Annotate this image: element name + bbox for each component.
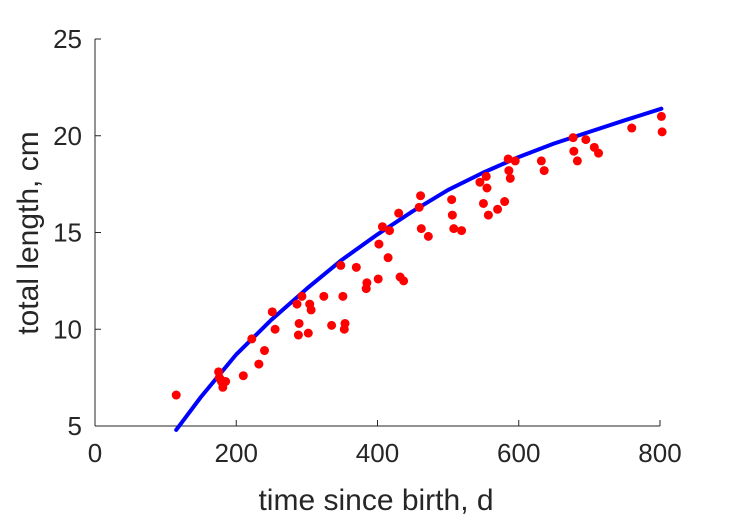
data-point <box>377 222 387 232</box>
data-point <box>504 166 514 176</box>
data-point <box>270 324 280 334</box>
data-point <box>510 156 520 166</box>
data-point <box>221 376 231 386</box>
x-tick-label: 400 <box>356 438 399 468</box>
y-tick-label: 15 <box>53 218 82 248</box>
data-point <box>267 307 277 317</box>
data-point <box>457 226 467 236</box>
data-point <box>657 127 667 137</box>
data-point <box>254 359 264 369</box>
data-point <box>447 195 457 205</box>
data-point <box>483 210 493 220</box>
y-tick-label: 20 <box>53 121 82 151</box>
data-point <box>292 299 302 309</box>
data-point <box>338 291 348 301</box>
x-tick-label: 600 <box>497 438 540 468</box>
data-point <box>481 171 491 181</box>
data-point <box>294 318 304 328</box>
data-point <box>303 328 313 338</box>
data-point <box>293 330 303 340</box>
data-point <box>327 320 337 330</box>
data-point <box>374 239 384 249</box>
data-point <box>238 371 248 381</box>
data-point <box>572 156 582 166</box>
fit-curve <box>174 106 664 432</box>
data-point <box>416 224 426 234</box>
data-point <box>171 390 181 400</box>
data-point <box>416 191 426 201</box>
y-tick-label: 5 <box>68 411 82 441</box>
x-tick-label: 800 <box>638 438 681 468</box>
data-point <box>383 253 393 263</box>
data-point <box>568 133 578 143</box>
axes: 0 200 400 600 800 5 10 15 20 25 <box>53 24 682 468</box>
data-point <box>319 291 329 301</box>
data-point <box>297 291 307 301</box>
data-point <box>594 148 604 158</box>
data-point <box>260 346 269 356</box>
y-axis-title: total length, cm <box>12 131 45 334</box>
data-point <box>569 146 579 156</box>
data-point <box>340 318 350 328</box>
data-point <box>500 197 510 207</box>
data-point <box>449 224 459 234</box>
data-point <box>336 260 346 270</box>
x-tick-label: 0 <box>88 438 102 468</box>
data-point <box>247 334 257 344</box>
data-point <box>306 305 316 315</box>
data-point <box>581 135 591 145</box>
data-point <box>423 231 433 241</box>
data-point <box>539 166 549 176</box>
chart-marks <box>171 106 667 432</box>
data-point <box>493 204 503 214</box>
data-point <box>475 177 485 187</box>
data-point <box>505 173 515 183</box>
data-point <box>482 183 492 193</box>
data-point <box>627 123 637 133</box>
data-point <box>503 154 513 164</box>
data-point <box>478 198 488 208</box>
data-point <box>394 208 404 218</box>
data-point <box>447 210 457 220</box>
y-tick-label: 25 <box>53 24 82 54</box>
data-point <box>414 202 424 212</box>
data-point <box>399 276 409 286</box>
data-point <box>656 111 666 121</box>
x-tick-label: 200 <box>215 438 258 468</box>
data-point <box>351 262 361 272</box>
x-axis-title: time since birth, d <box>258 484 493 517</box>
data-point <box>536 156 546 166</box>
data-point <box>373 274 383 284</box>
data-point <box>385 226 395 236</box>
data-point <box>362 278 372 288</box>
y-tick-label: 10 <box>53 314 82 344</box>
